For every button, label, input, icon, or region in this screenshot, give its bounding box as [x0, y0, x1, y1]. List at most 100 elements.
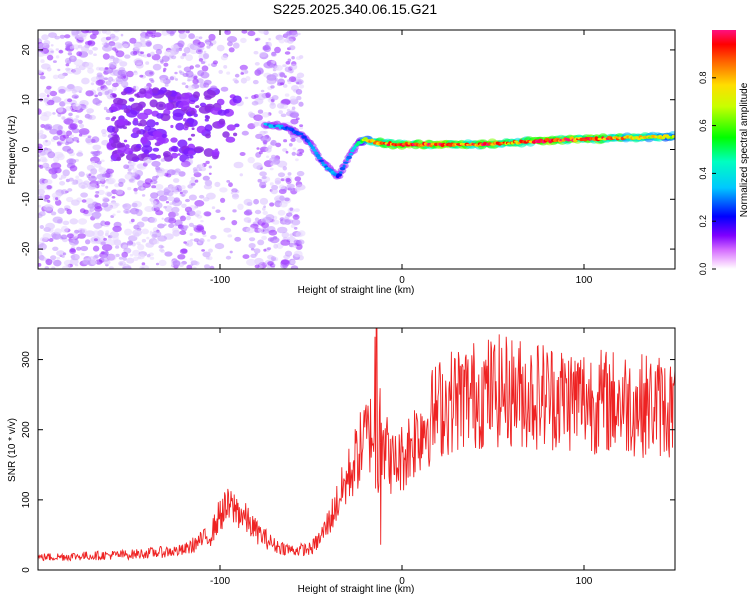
spectrogram-noise-blob [173, 189, 179, 195]
spectrogram-noise-blob [193, 169, 199, 174]
spectrogram-noise-blob [177, 65, 182, 69]
spectrogram-noise-blob [117, 150, 123, 154]
spectrogram-noise-blob [99, 177, 105, 182]
spectrogram-noise-blob [52, 60, 57, 63]
spectrogram-noise-blob [287, 172, 292, 176]
spectrogram-noise-blob [120, 33, 124, 37]
spectrogram-noise-blob [135, 209, 143, 217]
spectrogram-noise-blob [46, 185, 52, 190]
spectrogram-noise-blob [271, 95, 279, 101]
spectrogram-noise-blob [57, 207, 65, 214]
spectrogram-noise-blob [44, 266, 50, 269]
spectrogram-noise-blob [296, 150, 300, 154]
spectrogram-noise-blob [38, 188, 45, 195]
spectrogram-noise-blob [253, 50, 259, 55]
spectrogram-noise-blob [38, 243, 47, 251]
spectrogram-noise-blob [141, 228, 149, 235]
spectrogram-noise-blob [293, 226, 298, 230]
spectrogram-noise-blob [96, 72, 103, 78]
spectrogram-noise-blob [170, 124, 174, 129]
spectrogram-noise-blob [107, 237, 112, 241]
spectrogram-noise-blob [68, 112, 73, 117]
spectrogram-noise-blob [191, 127, 195, 130]
spectrogram-noise-blob [149, 256, 155, 260]
spectrogram-noise-blob [252, 162, 263, 170]
plot-frame [37, 327, 676, 571]
spectrogram-noise-blob [38, 263, 42, 267]
spectrogram-noise-blob [202, 175, 210, 181]
spectrogram-noise-blob [121, 80, 129, 88]
spectrogram-noise-blob [68, 177, 74, 182]
spectrogram-noise-blob [132, 229, 143, 237]
spectrogram-noise-blob [284, 66, 291, 73]
snr-y-axis-label: SNR (10 * v/v) [7, 418, 18, 482]
spectrogram-noise-blob [85, 90, 94, 97]
spectrogram-noise-blob [290, 63, 298, 70]
spectrogram-noise-blob [100, 184, 105, 187]
spectrogram-noise-blob [294, 187, 301, 192]
spectrogram-noise-blob [234, 73, 240, 78]
spectrogram-noise-blob [288, 143, 293, 147]
spectrogram-noise-blob [151, 233, 158, 239]
spectrogram-noise-blob [195, 48, 203, 55]
spectrogram-noise-blob [214, 181, 221, 188]
spectrogram-noise-blob [195, 105, 200, 109]
spectrogram-noise-blob [41, 34, 49, 41]
spectrogram-noise-blob [234, 236, 242, 242]
spectrogram-noise-blob [220, 216, 226, 221]
spectrogram-noise-blob [61, 255, 65, 258]
spectrogram-noise-blob [96, 180, 102, 185]
spectrogram-noise-blob [143, 108, 153, 116]
spectrogram-noise-blob [48, 126, 52, 130]
spectrogram-noise-blob [113, 30, 120, 33]
spectrogram-noise-blob [90, 151, 95, 155]
spectrogram-noise-blob [170, 137, 178, 143]
spectrogram-noise-blob [125, 153, 138, 162]
spectrogram-noise-blob [283, 236, 288, 240]
snr-series-line [38, 328, 675, 562]
spectrogram-noise-blob [286, 30, 292, 36]
spectrogram-noise-blob [133, 117, 139, 122]
spectrogram-noise-blob [81, 199, 87, 203]
spectrogram-noise-blob [289, 188, 294, 192]
spectrogram-noise-blob [57, 68, 61, 72]
spectrogram-noise-blob [109, 139, 114, 144]
spectrogram-noise-blob [88, 49, 94, 55]
spectrogram-noise-blob [177, 153, 181, 156]
spectrogram-noise-blob [72, 44, 80, 50]
spectrogram-noise-blob [51, 96, 62, 103]
spectrogram-noise-blob [183, 47, 191, 54]
spectrogram-noise-blob [285, 177, 291, 183]
spectrogram-noise-blob [160, 158, 166, 162]
spectrogram-noise-blob [78, 171, 85, 178]
spectrogram-noise-blob [180, 215, 186, 222]
spectrogram-ridge-core [339, 167, 346, 171]
spectrogram-noise-blob [157, 235, 168, 242]
spectrogram-noise-blob [190, 238, 194, 242]
spectrogram-noise-blob [198, 194, 205, 199]
spectrogram-noise-blob [271, 72, 278, 78]
spectrogram-noise-blob [97, 91, 103, 97]
spectrogram-noise-blob [39, 156, 47, 163]
spectrogram-noise-blob [87, 135, 92, 138]
spectrogram-noise-blob [167, 184, 177, 191]
spectrogram-noise-blob [216, 44, 225, 52]
spectrogram-noise-blob [159, 248, 165, 252]
spectrogram-noise-blob [105, 185, 109, 189]
spectrogram-noise-blob [220, 197, 226, 203]
spectrogram-noise-blob [169, 33, 173, 37]
spectrogram-noise-blob [286, 108, 291, 112]
spectrogram-noise-blob [109, 55, 115, 60]
snr-y-tick-label: 300 [21, 351, 32, 368]
spectrogram-noise-blob [55, 48, 59, 51]
spectrogram-noise-blob [239, 173, 243, 177]
spectrogram-noise-blob [115, 50, 125, 58]
spectrogram-noise-blob [124, 173, 133, 180]
spectrogram-noise-blob [131, 202, 138, 208]
spectrogram-noise-blob [92, 46, 98, 51]
spectrogram-noise-blob [133, 43, 141, 50]
spectrogram-noise-blob [185, 54, 194, 61]
spectrogram-noise-blob [216, 98, 225, 106]
spectrogram-noise-blob [282, 166, 287, 171]
spectrogram-noise-blob [76, 140, 80, 143]
